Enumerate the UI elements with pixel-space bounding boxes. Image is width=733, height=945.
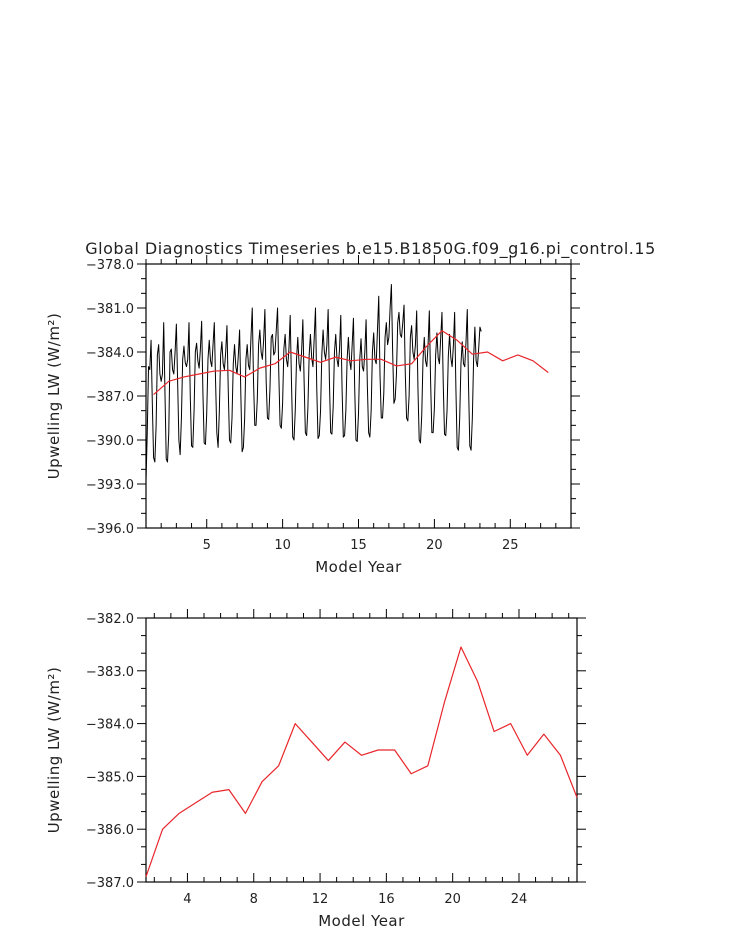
y-tick-label: −386.0 bbox=[86, 823, 134, 838]
y-tick-label: −390.0 bbox=[86, 434, 134, 449]
x-tick-label: 15 bbox=[350, 538, 367, 553]
y-axis-label: Upwelling LW (W/m²) bbox=[45, 313, 63, 480]
annual-mean-series-line bbox=[145, 646, 578, 877]
y-tick-label: −385.0 bbox=[86, 770, 134, 785]
x-tick-label: 20 bbox=[444, 892, 461, 907]
x-axis-ticks bbox=[145, 255, 572, 528]
y-axis-ticks bbox=[137, 263, 580, 529]
x-tick-label: 10 bbox=[274, 538, 291, 553]
plot-frame bbox=[145, 617, 578, 883]
x-axis-label: Model Year bbox=[315, 558, 402, 576]
y-tick-label: −382.0 bbox=[86, 612, 134, 627]
y-axis-ticks bbox=[137, 617, 586, 883]
y-tick-label: −387.0 bbox=[86, 876, 134, 891]
y-tick-label: −378.0 bbox=[86, 258, 134, 273]
y-tick-label: −393.0 bbox=[86, 478, 134, 493]
bottom-chart: 4 8 12 16 20 24 −387.0 −386.0 −385.0 −384.0 −383.0… bbox=[45, 609, 586, 930]
x-tick-label: 16 bbox=[378, 892, 395, 907]
chart-title: Global Diagnostics Timeseries b.e15.B185… bbox=[85, 239, 656, 259]
y-tick-label: −383.0 bbox=[86, 665, 134, 680]
x-axis-ticks bbox=[153, 609, 570, 882]
monthly-series-line bbox=[145, 284, 482, 482]
y-tick-label: −384.0 bbox=[86, 718, 134, 733]
y-tick-label: −396.0 bbox=[86, 522, 134, 537]
top-chart: Global Diagnostics Timeseries b.e15.B185… bbox=[45, 239, 656, 576]
x-tick-label: 25 bbox=[502, 538, 519, 553]
x-axis-label: Model Year bbox=[318, 912, 405, 930]
x-tick-label: 24 bbox=[511, 892, 528, 907]
y-tick-label: −381.0 bbox=[86, 302, 134, 317]
x-tick-label: 20 bbox=[426, 538, 443, 553]
y-tick-label: −384.0 bbox=[86, 346, 134, 361]
x-tick-label: 4 bbox=[183, 892, 191, 907]
y-tick-label: −387.0 bbox=[86, 390, 134, 405]
x-tick-label: 12 bbox=[312, 892, 329, 907]
x-tick-label: 5 bbox=[203, 538, 211, 553]
x-tick-label: 8 bbox=[250, 892, 258, 907]
annual-mean-series-line bbox=[153, 330, 549, 395]
y-axis-label: Upwelling LW (W/m²) bbox=[45, 667, 63, 834]
